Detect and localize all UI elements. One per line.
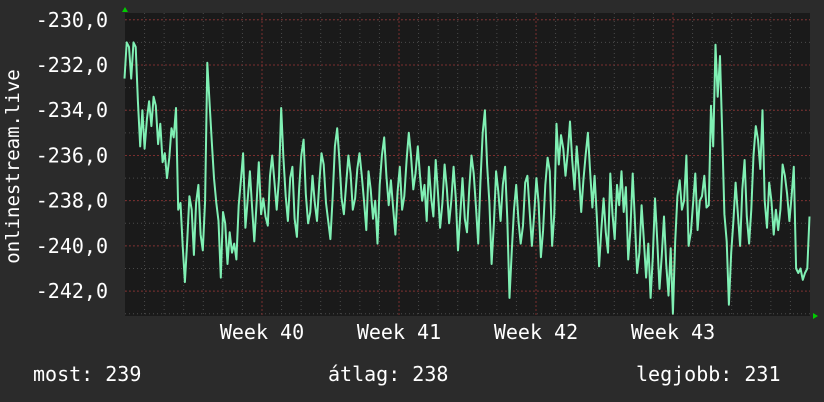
- y-tick-label: -240,0: [36, 234, 108, 258]
- x-tick-label: Week 41: [357, 320, 441, 344]
- current-value: 239: [105, 362, 142, 386]
- x-axis-arrow-icon: [813, 313, 818, 319]
- y-axis-tick-labels: -230,0 -232,0 -234,0 -236,0 -238,0 -240,0 -242…: [36, 8, 108, 303]
- x-axis-tick-labels: Week 40 Week 41 Week 42 Week 43: [220, 320, 715, 344]
- y-axis-label: onlinestream.live: [2, 69, 24, 263]
- best-value: 231: [744, 362, 781, 386]
- plot-area: [125, 13, 810, 316]
- current-value-label: most:: [33, 362, 94, 386]
- y-tick-label: -230,0: [36, 8, 108, 32]
- y-tick-label: -242,0: [36, 279, 108, 303]
- x-tick-label: Week 43: [631, 320, 715, 344]
- current-value-stat: most: 239: [33, 362, 141, 386]
- best-value-stat: legjobb: 231: [636, 362, 781, 386]
- average-value-stat: átlag: 238: [328, 362, 448, 386]
- average-value: 238: [412, 362, 449, 386]
- y-tick-label: -234,0: [36, 98, 108, 122]
- x-tick-label: Week 40: [220, 320, 304, 344]
- x-tick-label: Week 42: [494, 320, 578, 344]
- best-value-label: legjobb:: [636, 362, 733, 386]
- y-axis-arrow-icon: [122, 7, 128, 12]
- series-line: [123, 41, 811, 315]
- grid: [125, 13, 810, 316]
- y-tick-label: -238,0: [36, 189, 108, 213]
- y-tick-label: -232,0: [36, 53, 108, 77]
- y-tick-label: -236,0: [36, 143, 108, 167]
- average-value-label: átlag:: [328, 362, 401, 386]
